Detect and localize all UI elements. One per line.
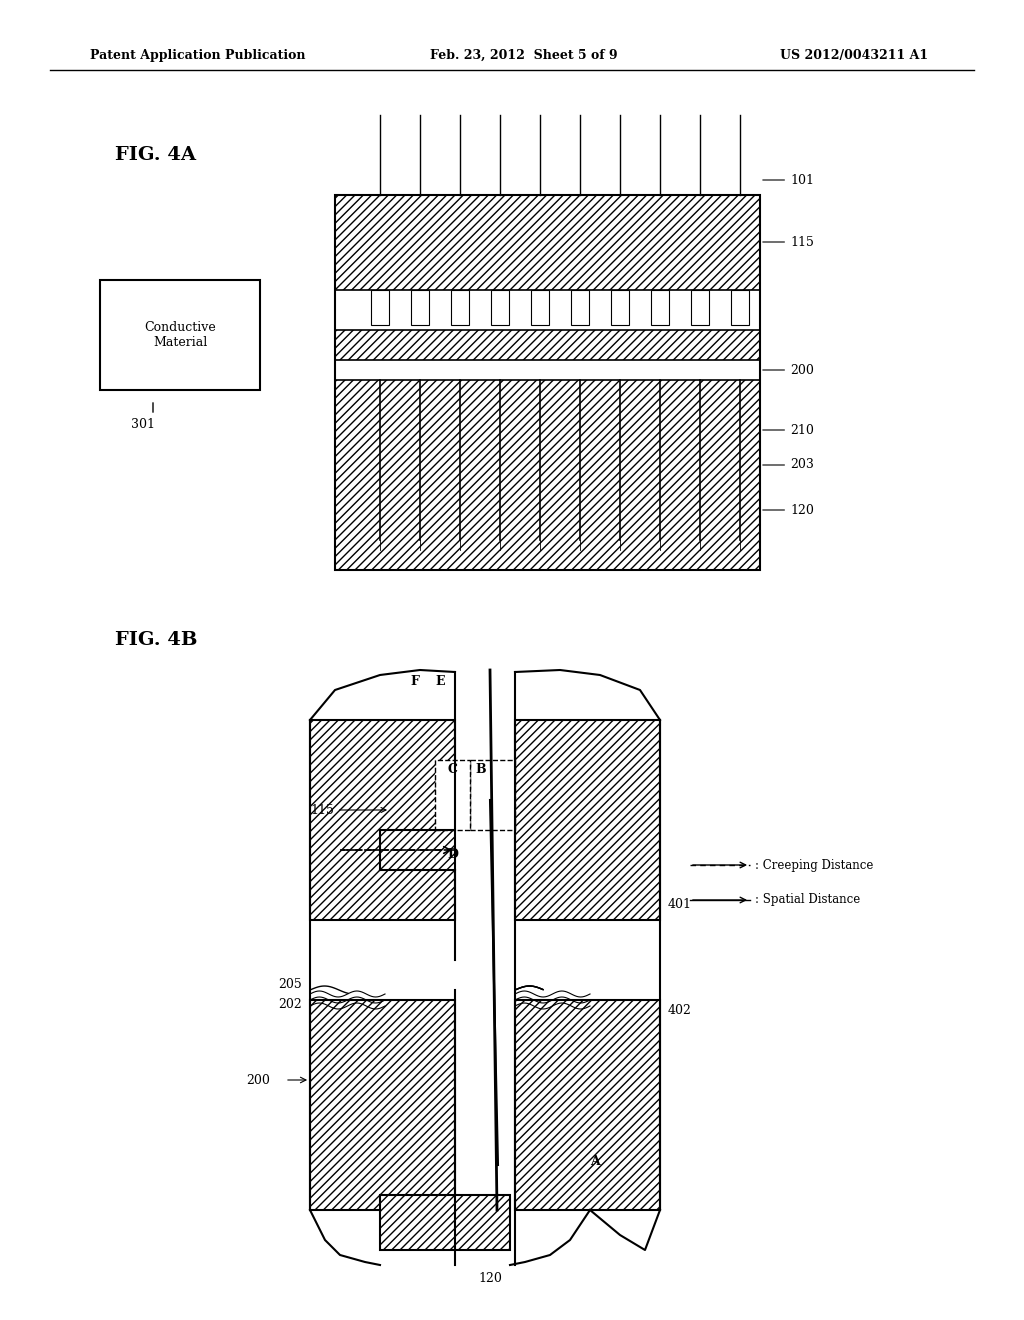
Bar: [335, 380, 760, 570]
Text: C: C: [447, 763, 457, 776]
Text: F: F: [410, 675, 419, 688]
Text: FIG. 4B: FIG. 4B: [115, 631, 198, 649]
Bar: [691, 290, 709, 325]
Bar: [411, 290, 429, 325]
Text: 115: 115: [310, 804, 386, 817]
Bar: [100, 280, 260, 389]
Bar: [490, 290, 509, 325]
Text: FIG. 4A: FIG. 4A: [115, 147, 196, 164]
Text: Feb. 23, 2012  Sheet 5 of 9: Feb. 23, 2012 Sheet 5 of 9: [430, 49, 617, 62]
Text: 200: 200: [763, 363, 814, 376]
Text: E: E: [435, 675, 444, 688]
Text: : Creeping Distance: : Creeping Distance: [755, 858, 873, 871]
Text: 115: 115: [763, 235, 814, 248]
Text: 120: 120: [763, 503, 814, 516]
Text: 401: 401: [668, 899, 692, 912]
Text: Conductive
Material: Conductive Material: [144, 321, 216, 348]
Bar: [451, 290, 469, 325]
Bar: [731, 290, 749, 325]
Text: 402: 402: [668, 1003, 692, 1016]
Bar: [335, 195, 760, 570]
Bar: [335, 195, 760, 290]
Bar: [435, 760, 470, 830]
Bar: [571, 290, 589, 325]
Text: Patent Application Publication: Patent Application Publication: [90, 49, 305, 62]
Text: US 2012/0043211 A1: US 2012/0043211 A1: [780, 49, 928, 62]
Text: 301: 301: [131, 418, 155, 432]
Bar: [310, 1001, 455, 1210]
Bar: [611, 290, 629, 325]
Bar: [380, 1195, 510, 1250]
Bar: [310, 719, 455, 920]
Text: B: B: [475, 763, 485, 776]
Text: 101: 101: [763, 173, 814, 186]
Bar: [371, 290, 389, 325]
Text: 203: 203: [763, 458, 814, 471]
Text: : Spatial Distance: : Spatial Distance: [755, 894, 860, 907]
Text: 120: 120: [478, 1271, 502, 1284]
Text: 210: 210: [763, 424, 814, 437]
Bar: [515, 1001, 660, 1210]
Text: 202: 202: [279, 998, 302, 1011]
Bar: [531, 290, 549, 325]
Text: A: A: [590, 1155, 600, 1168]
Bar: [515, 719, 660, 920]
Text: 200: 200: [246, 1073, 270, 1086]
Bar: [335, 330, 760, 360]
Text: D: D: [447, 847, 458, 861]
Text: 205: 205: [279, 978, 302, 991]
Bar: [470, 760, 515, 830]
Bar: [651, 290, 669, 325]
